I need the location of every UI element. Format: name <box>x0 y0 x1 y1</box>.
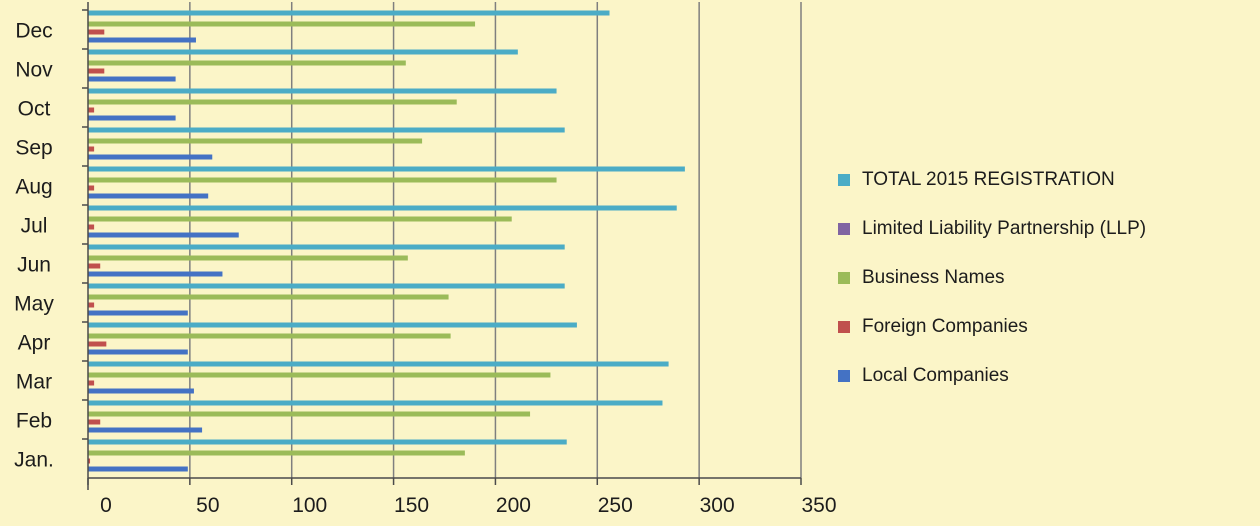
x-tick-label: 0 <box>100 494 112 517</box>
legend-label: Foreign Companies <box>862 316 1028 337</box>
bars <box>88 10 685 472</box>
bar-business-names-apr <box>88 333 451 339</box>
bar-foreign-companies-sep <box>88 146 95 152</box>
bar-local-companies-oct <box>88 115 176 121</box>
legend-swatch <box>838 272 850 284</box>
y-category-label: Sep <box>15 137 52 160</box>
bar-local-companies-feb <box>88 427 203 433</box>
y-category-label: Apr <box>18 332 51 355</box>
legend-item-local-companies: Local Companies <box>838 365 1009 386</box>
bar-local-companies-mar <box>88 388 194 394</box>
bar-foreign-companies-feb <box>88 419 101 425</box>
bar-total-2015-registration-sep <box>88 127 565 133</box>
bar-foreign-companies-may <box>88 302 95 308</box>
bar-foreign-companies-oct <box>88 107 95 113</box>
bar-local-companies-nov <box>88 76 176 82</box>
bar-total-2015-registration-jun <box>88 244 565 250</box>
bar-business-names-jan <box>88 450 465 456</box>
bar-business-names-sep <box>88 138 423 144</box>
bar-local-companies-apr <box>88 349 188 355</box>
bar-local-companies-jun <box>88 271 223 277</box>
y-category-label: Feb <box>16 410 52 433</box>
bar-total-2015-registration-apr <box>88 322 577 328</box>
bar-foreign-companies-dec <box>88 29 105 35</box>
legend-label: Business Names <box>862 267 1005 288</box>
bar-foreign-companies-apr <box>88 341 107 347</box>
y-category-label: Dec <box>15 20 52 43</box>
bar-foreign-companies-mar <box>88 380 95 386</box>
legend-item-foreign-companies: Foreign Companies <box>838 316 1028 337</box>
bar-total-2015-registration-dec <box>88 10 610 16</box>
x-tick-label: 50 <box>196 494 219 517</box>
x-tick-label: 350 <box>801 494 836 517</box>
bar-local-companies-aug <box>88 193 209 199</box>
bar-total-2015-registration-nov <box>88 49 518 55</box>
bar-foreign-companies-nov <box>88 68 105 74</box>
legend-item-total-2015-registration: TOTAL 2015 REGISTRATION <box>838 169 1115 190</box>
y-category-label: Jul <box>21 215 48 238</box>
bar-foreign-companies-jul <box>88 224 95 230</box>
bar-total-2015-registration-jan <box>88 439 567 445</box>
bar-business-names-oct <box>88 99 457 105</box>
legend-swatch <box>838 370 850 382</box>
legend: TOTAL 2015 REGISTRATION Limited Liability… <box>838 169 1146 386</box>
y-category-label: Oct <box>18 98 51 121</box>
legend-item-limited-liability-partnership-llp: Limited Liability Partnership (LLP) <box>838 218 1146 239</box>
bar-business-names-may <box>88 294 449 300</box>
bar-business-names-jul <box>88 216 512 222</box>
bar-local-companies-jan <box>88 466 188 472</box>
bar-total-2015-registration-aug <box>88 166 685 172</box>
x-tick-label: 250 <box>598 494 633 517</box>
legend-swatch <box>838 321 850 333</box>
bar-business-names-aug <box>88 177 557 183</box>
x-tick-label: 150 <box>394 494 429 517</box>
bar-local-companies-may <box>88 310 188 316</box>
axes <box>82 2 802 490</box>
legend-swatch <box>838 174 850 186</box>
x-tick-label: 100 <box>292 494 327 517</box>
y-category-label: Jan. <box>14 449 54 472</box>
y-category-label: Aug <box>15 176 52 199</box>
bar-total-2015-registration-feb <box>88 400 663 406</box>
bar-foreign-companies-jun <box>88 263 101 269</box>
bar-business-names-jun <box>88 255 408 261</box>
legend-label: Local Companies <box>862 365 1009 386</box>
bar-total-2015-registration-jul <box>88 205 677 211</box>
bar-business-names-nov <box>88 60 406 66</box>
axis-labels: 0 50 100 150 200 250 300 350 Jan. Feb Mar Apr May Jun… <box>14 20 836 518</box>
legend-label: TOTAL 2015 REGISTRATION <box>862 169 1115 190</box>
y-category-label: Nov <box>15 59 53 82</box>
x-tick-label: 200 <box>496 494 531 517</box>
y-category-label: Jun <box>17 254 51 277</box>
x-tick-label: 300 <box>700 494 735 517</box>
gridlines <box>189 2 802 478</box>
bar-business-names-mar <box>88 372 551 378</box>
bar-total-2015-registration-may <box>88 283 565 289</box>
bar-local-companies-jul <box>88 232 239 238</box>
bar-total-2015-registration-mar <box>88 361 669 367</box>
bar-local-companies-dec <box>88 37 196 43</box>
legend-swatch <box>838 223 850 235</box>
bar-business-names-feb <box>88 411 531 417</box>
bar-local-companies-sep <box>88 154 213 160</box>
legend-label: Limited Liability Partnership (LLP) <box>862 218 1146 239</box>
y-category-label: May <box>14 293 54 316</box>
legend-item-business-names: Business Names <box>838 267 1005 288</box>
y-category-label: Mar <box>16 371 52 394</box>
bar-foreign-companies-aug <box>88 185 95 191</box>
bar-foreign-companies-jan <box>88 458 91 464</box>
bar-total-2015-registration-oct <box>88 88 557 94</box>
bar-business-names-dec <box>88 21 476 27</box>
